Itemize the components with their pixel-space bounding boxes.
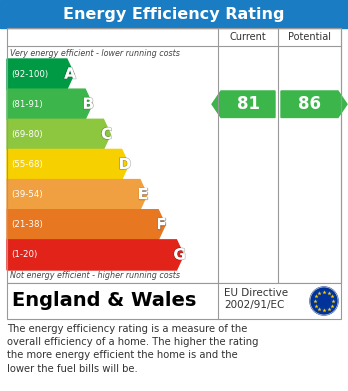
Text: B: B bbox=[82, 97, 94, 112]
Text: (55-68): (55-68) bbox=[11, 160, 43, 169]
Text: G: G bbox=[173, 248, 186, 262]
Text: Current: Current bbox=[230, 32, 266, 42]
Text: Potential: Potential bbox=[288, 32, 331, 42]
Polygon shape bbox=[281, 91, 347, 117]
Text: A: A bbox=[64, 66, 76, 82]
Text: F: F bbox=[156, 217, 167, 232]
Text: (1-20): (1-20) bbox=[11, 250, 37, 260]
Circle shape bbox=[310, 287, 338, 315]
Polygon shape bbox=[7, 149, 129, 179]
Text: C: C bbox=[101, 127, 112, 142]
Text: EU Directive
2002/91/EC: EU Directive 2002/91/EC bbox=[224, 288, 288, 310]
Bar bbox=[7, 283, 341, 319]
Text: Not energy efficient - higher running costs: Not energy efficient - higher running co… bbox=[10, 271, 180, 280]
Text: 86: 86 bbox=[298, 95, 321, 113]
Text: Very energy efficient - lower running costs: Very energy efficient - lower running co… bbox=[10, 49, 180, 58]
Polygon shape bbox=[7, 210, 165, 240]
Text: (92-100): (92-100) bbox=[11, 70, 48, 79]
Text: (21-38): (21-38) bbox=[11, 220, 43, 229]
Polygon shape bbox=[7, 59, 74, 89]
Text: England & Wales: England & Wales bbox=[12, 292, 196, 310]
Polygon shape bbox=[7, 240, 183, 270]
Text: D: D bbox=[119, 157, 131, 172]
Text: (69-80): (69-80) bbox=[11, 130, 42, 139]
Text: Energy Efficiency Rating: Energy Efficiency Rating bbox=[63, 7, 285, 22]
Polygon shape bbox=[212, 91, 275, 117]
Polygon shape bbox=[7, 179, 147, 210]
Polygon shape bbox=[7, 119, 110, 149]
Text: 81: 81 bbox=[237, 95, 260, 113]
Polygon shape bbox=[7, 89, 92, 119]
Text: (39-54): (39-54) bbox=[11, 190, 42, 199]
Bar bbox=[0, 0, 348, 28]
Text: (81-91): (81-91) bbox=[11, 100, 42, 109]
Text: The energy efficiency rating is a measure of the
overall efficiency of a home. T: The energy efficiency rating is a measur… bbox=[7, 324, 259, 373]
Bar bbox=[7, 28, 341, 283]
Text: E: E bbox=[138, 187, 148, 202]
